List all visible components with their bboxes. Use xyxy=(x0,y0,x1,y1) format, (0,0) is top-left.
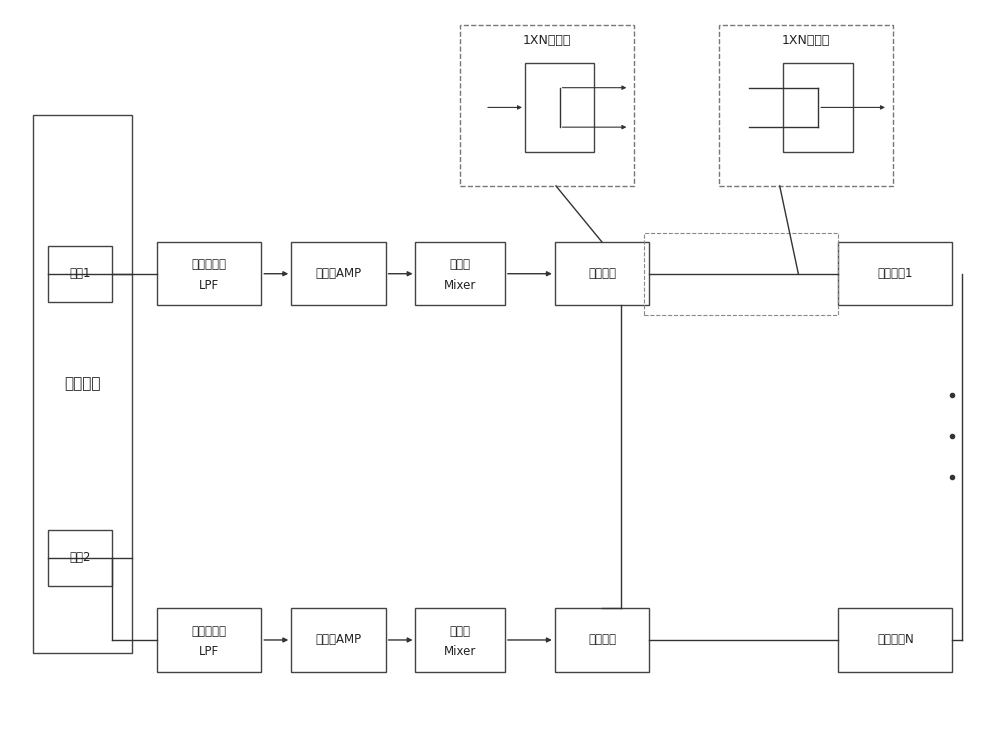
Text: Mixer: Mixer xyxy=(444,279,476,291)
Bar xyxy=(525,62,594,152)
Text: 功分网络: 功分网络 xyxy=(588,267,616,280)
Text: 放大器AMP: 放大器AMP xyxy=(315,267,361,280)
Bar xyxy=(48,529,112,586)
Bar xyxy=(157,608,261,672)
Bar xyxy=(783,62,853,152)
Bar xyxy=(719,25,893,186)
Bar xyxy=(157,242,261,306)
Text: 低通滤波器: 低通滤波器 xyxy=(192,258,227,271)
Text: LPF: LPF xyxy=(199,645,219,658)
Text: 端口1: 端口1 xyxy=(69,267,91,280)
Bar xyxy=(555,608,649,672)
Bar xyxy=(838,242,952,306)
Text: 1XN功分器: 1XN功分器 xyxy=(523,34,571,47)
Text: 天线单元N: 天线单元N xyxy=(877,633,914,647)
Bar xyxy=(644,233,838,315)
Bar xyxy=(415,608,505,672)
Text: 功分网络: 功分网络 xyxy=(588,633,616,647)
Bar xyxy=(48,245,112,302)
Text: 天线单刄1: 天线单刄1 xyxy=(878,267,913,280)
Bar xyxy=(33,115,132,653)
Text: 基带模块: 基带模块 xyxy=(64,376,101,392)
Text: Mixer: Mixer xyxy=(444,645,476,658)
Bar xyxy=(415,242,505,306)
Text: 混频器: 混频器 xyxy=(450,624,471,638)
Bar xyxy=(291,242,386,306)
Bar xyxy=(291,608,386,672)
Bar xyxy=(838,608,952,672)
Text: 放大器AMP: 放大器AMP xyxy=(315,633,361,647)
Text: 端口2: 端口2 xyxy=(69,551,91,564)
Text: LPF: LPF xyxy=(199,279,219,291)
Text: 低通滤波器: 低通滤波器 xyxy=(192,624,227,638)
Bar xyxy=(555,242,649,306)
Bar xyxy=(460,25,634,186)
Text: 1XN合路器: 1XN合路器 xyxy=(782,34,830,47)
Text: 混频器: 混频器 xyxy=(450,258,471,271)
